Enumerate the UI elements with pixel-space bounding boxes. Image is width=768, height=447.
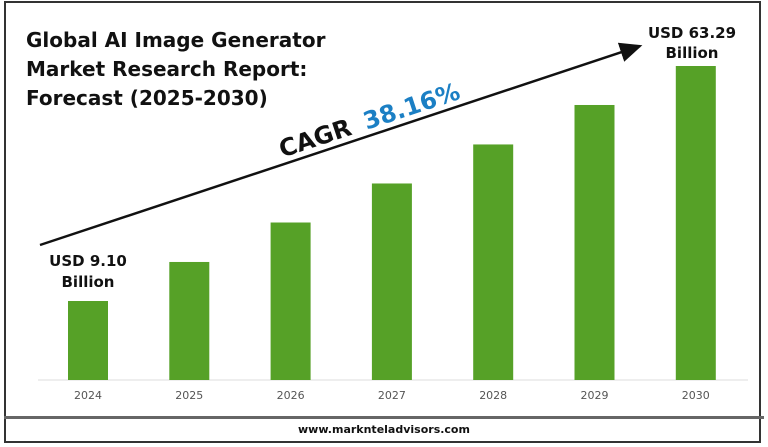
x-tick-label: 2029 <box>581 389 609 402</box>
growth-arrow <box>39 42 643 247</box>
start-unit-label: Billion <box>62 273 115 291</box>
end-value-label: USD 63.29 <box>648 24 736 42</box>
chart-frame <box>4 1 761 443</box>
bar-2026 <box>270 222 311 380</box>
x-tick-label: 2030 <box>682 389 710 402</box>
x-tick-label: 2026 <box>277 389 305 402</box>
cagr-prefix: CAGR <box>276 113 355 163</box>
cagr-label: CAGR 38.16% <box>276 77 464 163</box>
x-tick-label: 2027 <box>378 389 406 402</box>
footer-divider <box>4 416 764 419</box>
x-tick-label: 2025 <box>175 389 203 402</box>
end-unit-label: Billion <box>666 44 719 62</box>
bar-2027 <box>371 183 412 380</box>
bar-2029 <box>574 104 615 381</box>
start-value-label: USD 9.10 <box>49 252 127 270</box>
bar-2028 <box>473 144 514 380</box>
footer-website: www.marknteladvisors.com <box>298 423 470 436</box>
cagr-value: 38.16% <box>360 77 464 135</box>
bar-2025 <box>169 261 210 380</box>
chart-title: Global AI Image Generator Market Researc… <box>26 28 326 110</box>
x-tick-label: 2028 <box>479 389 507 402</box>
bar-2030 <box>675 66 716 380</box>
x-tick-label: 2024 <box>74 389 102 402</box>
bar-2024 <box>68 301 108 380</box>
